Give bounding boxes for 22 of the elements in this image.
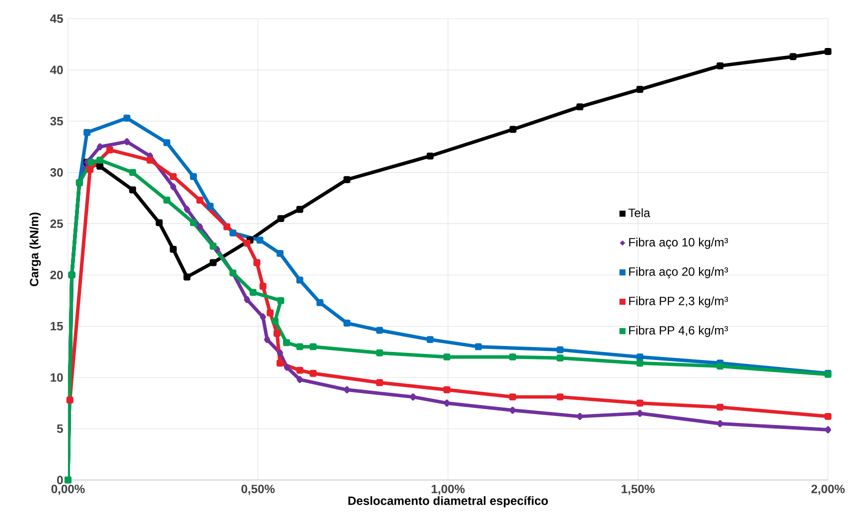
y-tick-label: 5 — [57, 424, 63, 433]
x-tick-label: 0,00% — [51, 484, 85, 495]
legend-label: Fibra aço 10 kg/m³ — [629, 238, 728, 249]
x-tick-label: 1,00% — [432, 484, 465, 495]
x-tick-label: 0,50% — [241, 484, 275, 495]
legend-label: Fibra PP 2,3 kg/m³ — [629, 296, 728, 308]
x-tick-label: 2,00% — [811, 484, 845, 495]
y-tick-label: 30 — [50, 168, 63, 177]
x-axis-title: Deslocamento diametral específico — [348, 496, 548, 508]
y-tick-label: 45 — [50, 14, 63, 23]
y-axis-title: Carga (kN/m) — [30, 212, 41, 286]
legend-label: Fibra PP 4,6 kg/m³ — [629, 326, 728, 337]
y-tick-label: 35 — [50, 116, 63, 126]
legend-label: Tela — [628, 208, 650, 218]
y-tick-label: 10 — [50, 373, 63, 382]
legend-label: Fibra aço 20 kg/m³ — [629, 267, 728, 278]
y-tick-label: 15 — [50, 322, 63, 330]
x-tick-label: 1,50% — [622, 484, 655, 495]
y-tick-label: 20 — [50, 270, 63, 280]
y-tick-label: 40 — [50, 66, 63, 74]
y-tick-label: 0 — [57, 476, 63, 484]
y-tick-label: 25 — [50, 219, 63, 228]
